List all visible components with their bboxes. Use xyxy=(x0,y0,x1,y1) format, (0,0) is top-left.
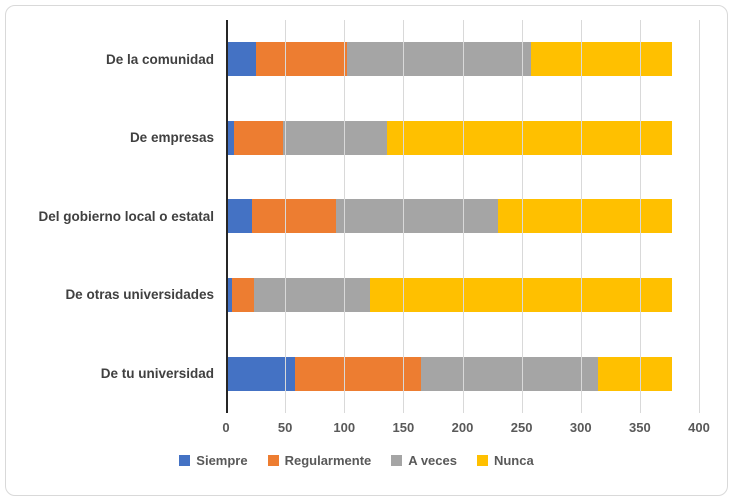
bar-stack xyxy=(226,42,699,77)
bar-segment-a-veces xyxy=(335,199,498,234)
x-axis: 0 50 100 150 200 250 300 350 400 xyxy=(14,413,709,443)
legend-swatch xyxy=(179,455,191,466)
x-axis-spacer xyxy=(14,413,226,443)
bar-segment-siempre xyxy=(226,356,295,391)
category-axis: De la comunidad De empresas Del gobierno l… xyxy=(14,20,226,413)
legend-item-siempre: Siempre xyxy=(179,453,248,468)
category-label: Del gobierno local o estatal xyxy=(38,208,214,224)
bar-stack xyxy=(226,356,699,391)
bar-segment-nunca xyxy=(598,356,672,391)
bar-segment-regularmente xyxy=(231,278,255,313)
category-label: De tu universidad xyxy=(100,365,214,381)
bar-segment-nunca xyxy=(386,120,672,155)
bar-row xyxy=(226,99,699,178)
bar-segment-nunca xyxy=(370,278,672,313)
gridline xyxy=(699,20,700,413)
bar-segment-nunca xyxy=(497,199,672,234)
category-label: De empresas xyxy=(129,130,214,146)
bar-stack xyxy=(226,120,699,155)
legend-swatch xyxy=(267,455,279,466)
bar-segment-nunca xyxy=(531,42,672,77)
x-tick-label: 50 xyxy=(277,420,293,435)
x-tick-label: 250 xyxy=(510,420,533,435)
legend-label: Siempre xyxy=(196,453,248,468)
legend-item-a-veces: A veces xyxy=(391,453,457,468)
plot-area xyxy=(226,20,700,413)
bar-row xyxy=(226,177,699,256)
bar-row xyxy=(226,256,699,335)
bar-segment-siempre xyxy=(226,42,256,77)
bar-segment-a-veces xyxy=(346,42,532,77)
bar-segment-regularmente xyxy=(234,120,283,155)
bar-row xyxy=(226,20,699,99)
category-label: De otras universidades xyxy=(65,287,214,303)
bar-segment-siempre xyxy=(226,199,252,234)
stacked-bar-chart: De la comunidad De empresas Del gobierno l… xyxy=(5,5,728,496)
bar-segment-regularmente xyxy=(255,42,347,77)
bar-stack xyxy=(226,199,699,234)
bar-row xyxy=(226,334,699,413)
legend-item-nunca: Nunca xyxy=(476,453,534,468)
category-label: De la comunidad xyxy=(105,51,214,67)
bar-stack xyxy=(226,278,699,313)
bar-segment-regularmente xyxy=(294,356,422,391)
x-tick-label: 100 xyxy=(333,420,356,435)
bar-segment-a-veces xyxy=(254,278,371,313)
x-tick-label: 400 xyxy=(688,420,710,435)
x-tick-label: 150 xyxy=(392,420,415,435)
bar-segment-a-veces xyxy=(421,356,599,391)
bar-segment-regularmente xyxy=(252,199,336,234)
bar-segment-siempre xyxy=(226,278,232,313)
bar-segment-siempre xyxy=(226,120,235,155)
legend-label: Regularmente xyxy=(284,453,372,468)
x-tick-label: 0 xyxy=(222,420,230,435)
legend-item-regularmente: Regularmente xyxy=(267,453,372,468)
legend-label: Nunca xyxy=(493,453,534,468)
legend-swatch xyxy=(476,455,488,466)
x-tick-label: 350 xyxy=(629,420,651,435)
plot-row: De la comunidad De empresas Del gobierno l… xyxy=(14,20,700,413)
x-tick-labels: 0 50 100 150 200 250 300 350 400 xyxy=(222,413,709,443)
vertical-axis-line xyxy=(226,20,228,413)
legend-swatch xyxy=(391,455,403,466)
legend: Siempre Regularmente A veces Nunca xyxy=(14,453,699,468)
x-tick-label: 300 xyxy=(569,420,592,435)
bar-segment-a-veces xyxy=(282,120,387,155)
legend-label: A veces xyxy=(408,453,457,468)
x-tick-label: 200 xyxy=(451,420,474,435)
bars-layer xyxy=(226,20,699,413)
